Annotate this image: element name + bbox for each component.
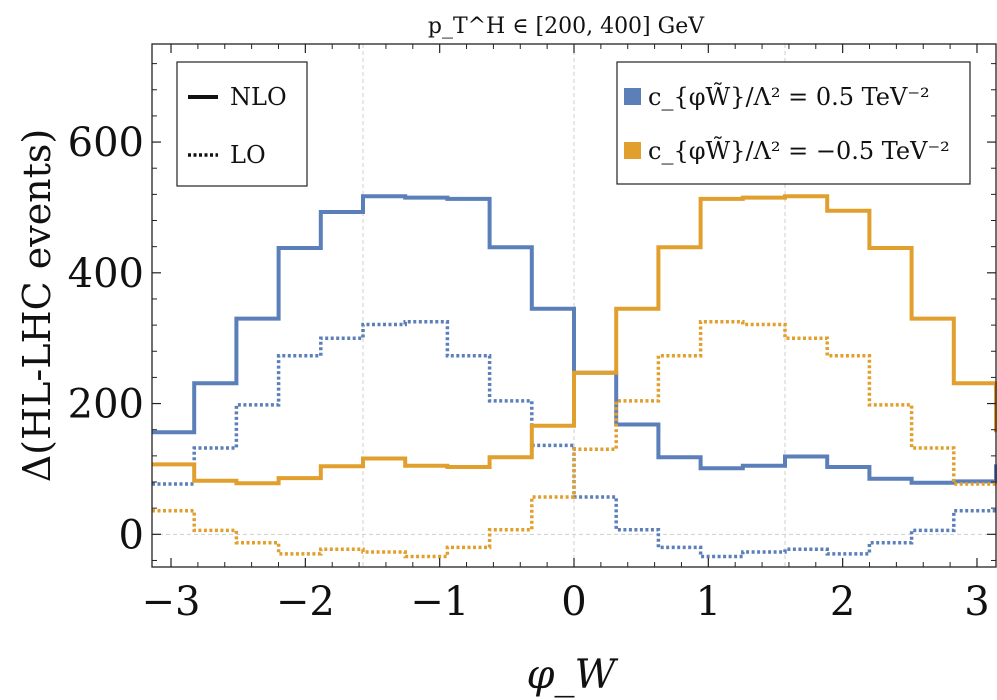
x-tick-label: −2 xyxy=(276,579,335,625)
legend-colors: c_{φW̃}/Λ² = 0.5 TeV⁻² c_{φW̃}/Λ² = −0.5 … xyxy=(616,61,971,185)
legend-line-style: NLO LO xyxy=(176,61,308,187)
series-e19f2e-lo xyxy=(152,320,996,559)
x-tick-label: 3 xyxy=(964,579,989,625)
legend-line-style-box xyxy=(176,61,308,187)
legend-color-swatch xyxy=(624,142,641,159)
y-tick-label: 600 xyxy=(68,120,144,166)
chart-title: p_T^H ∈ [200, 400] GeV xyxy=(428,14,705,39)
legend-label-lo: LO xyxy=(230,141,266,169)
x-tick-label: 1 xyxy=(696,579,721,625)
x-tick-label: 2 xyxy=(830,579,855,625)
legend-color-swatch xyxy=(624,88,641,105)
series-e19f2e-nlo xyxy=(152,194,997,486)
y-tick-label: 200 xyxy=(68,382,144,428)
legend-color-label: c_{φW̃}/Λ² = 0.5 TeV⁻² xyxy=(648,83,930,111)
legend-color-label: c_{φW̃}/Λ² = −0.5 TeV⁻² xyxy=(648,137,950,165)
y-axis-title: Δ(HL-LHC events) xyxy=(15,129,59,483)
x-tick-label: −3 xyxy=(142,579,201,625)
x-tick-label: −1 xyxy=(410,579,469,625)
legend-label-nlo: NLO xyxy=(230,83,287,111)
legend-colors-box xyxy=(616,61,971,185)
x-tick-label: 0 xyxy=(561,579,586,625)
y-tick-label: 0 xyxy=(119,512,144,558)
x-axis-title: φ_W xyxy=(526,652,618,698)
y-tick-label: 400 xyxy=(68,251,144,297)
